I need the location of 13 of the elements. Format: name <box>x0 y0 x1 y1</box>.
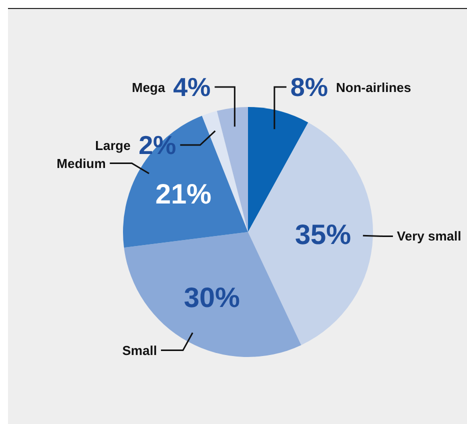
pie-slice <box>216 107 248 232</box>
slice-label: Mega <box>132 80 166 94</box>
slice-label: Large <box>95 138 131 152</box>
data-label: 35% <box>294 218 352 250</box>
data-label: 4% <box>173 72 211 102</box>
slice-label: Medium <box>56 156 106 171</box>
data-label: 21% <box>155 178 212 210</box>
slice-label: Small <box>122 342 157 358</box>
data-label: 8% <box>290 72 328 102</box>
pie-slice <box>248 122 373 346</box>
data-label: 30% <box>184 282 240 314</box>
slice-label: Very small <box>396 228 462 244</box>
slice-label: Non-airlines <box>336 80 412 94</box>
